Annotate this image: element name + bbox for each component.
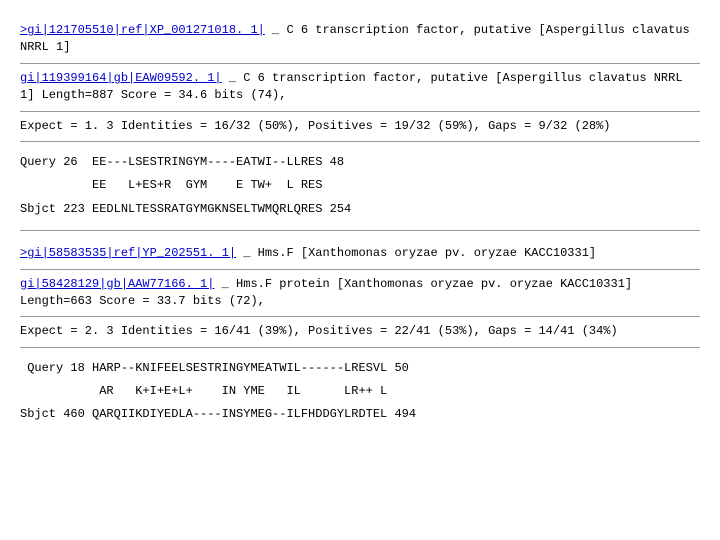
entry1-alignment: Query 26 EE---LSESTRINGYM----EATWI--LLRE…	[20, 142, 700, 231]
entry2-gbline: gi|58428129|gb|AAW77166. 1| _ Hms.F prot…	[20, 270, 700, 318]
entry1-sbjct-line: Sbjct 223 EEDLNLTESSRATGYMGKNSELTWMQRLQR…	[20, 201, 700, 218]
underscore: _	[214, 277, 228, 291]
underscore: _	[265, 23, 279, 37]
entry2-ref-link[interactable]: >gi|58583535|ref|YP_202551. 1|	[20, 246, 236, 260]
entry1-gb-link[interactable]: gi|119399164|gb|EAW09592. 1|	[20, 71, 222, 85]
entry1-ref-link[interactable]: >gi|121705510|ref|XP_001271018. 1|	[20, 23, 265, 37]
entry2-refline: >gi|58583535|ref|YP_202551. 1| _ Hms.F […	[20, 231, 700, 269]
entry2-ref-desc: Hms.F [Xanthomonas oryzae pv. oryzae KAC…	[250, 246, 596, 260]
entry1-match-line: EE L+ES+R GYM E TW+ L RES	[20, 177, 700, 194]
underscore: _	[222, 71, 236, 85]
entry1-refline: >gi|121705510|ref|XP_001271018. 1| _ C 6…	[20, 16, 700, 64]
entry2-sbjct-line: Sbjct 460 QARQIIKDIYEDLA----INSYMEG--ILF…	[20, 406, 700, 423]
entry2-alignment: Query 18 HARP--KNIFEELSESTRINGYMEATWIL--…	[20, 348, 700, 436]
entry2-query-line: Query 18 HARP--KNIFEELSESTRINGYMEATWIL--…	[20, 360, 700, 377]
entry1-gbline: gi|119399164|gb|EAW09592. 1| _ C 6 trans…	[20, 64, 700, 112]
entry2-gb-link[interactable]: gi|58428129|gb|AAW77166. 1|	[20, 277, 214, 291]
underscore: _	[236, 246, 250, 260]
entry1-query-line: Query 26 EE---LSESTRINGYM----EATWI--LLRE…	[20, 154, 700, 171]
entry2-stats: Expect = 2. 3 Identities = 16/41 (39%), …	[20, 317, 700, 347]
entry2-match-line: AR K+I+E+L+ IN YME IL LR++ L	[20, 383, 700, 400]
entry1-stats: Expect = 1. 3 Identities = 16/32 (50%), …	[20, 112, 700, 142]
